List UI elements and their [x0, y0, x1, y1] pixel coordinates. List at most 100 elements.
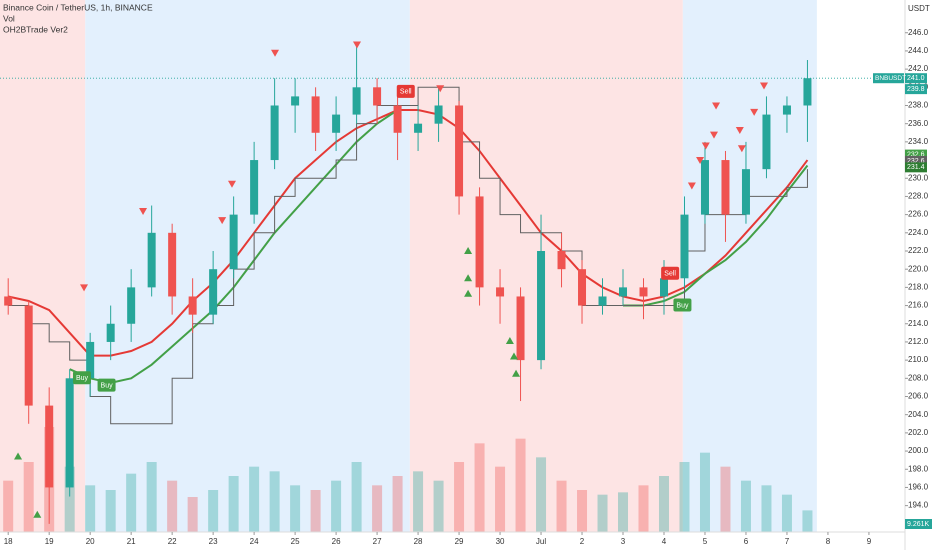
- x-tick-label: 8: [826, 537, 831, 546]
- sell-marker: [687, 182, 696, 190]
- volume-bar: [105, 490, 116, 532]
- candle-body: [250, 160, 259, 215]
- unit-label: USDT: [908, 4, 930, 13]
- x-tick-label: 21: [127, 537, 136, 546]
- volume-bar: [536, 457, 547, 532]
- y-tick-label: 214.0: [908, 319, 929, 328]
- candle-body: [127, 287, 136, 324]
- y-tick-label: 210.0: [908, 355, 929, 364]
- volume-bar: [720, 466, 731, 532]
- volume-bar: [474, 443, 485, 532]
- candle-body: [86, 341, 95, 379]
- buy-marker: [464, 289, 473, 297]
- symbol-tag: BNBUSDT: [875, 75, 906, 82]
- signal-label-box: [673, 298, 692, 312]
- x-tick-label: Jul: [536, 537, 546, 546]
- candle-body: [516, 296, 525, 361]
- buy-marker: [14, 452, 23, 460]
- price-label-box: [905, 149, 927, 160]
- candle-body: [291, 96, 300, 106]
- y-tick-label: 228.0: [908, 192, 929, 201]
- candle-body: [209, 269, 218, 315]
- y-tick-label: 234.0: [908, 137, 929, 146]
- indicator-label: Vol: [3, 13, 15, 23]
- y-tick-label: 236.0: [908, 119, 929, 128]
- x-tick-label: 18: [4, 537, 13, 546]
- candle-body: [434, 105, 443, 124]
- candle-body: [65, 378, 74, 488]
- x-tick-label: 22: [168, 537, 177, 546]
- candle-body: [803, 78, 812, 106]
- volume-bar: [515, 438, 526, 532]
- candle-body: [270, 105, 279, 161]
- volume-bar: [392, 476, 403, 532]
- signal-label-box: [72, 371, 91, 385]
- price-label: 231.4: [907, 164, 925, 171]
- candle-body: [475, 196, 484, 288]
- buy-marker: [512, 369, 521, 377]
- volume-bar: [740, 480, 751, 532]
- volume-bar: [556, 480, 567, 532]
- signal-label: Buy: [101, 382, 114, 389]
- candle-body: [24, 305, 33, 406]
- sell-marker: [737, 145, 746, 153]
- volume-bar: [310, 490, 321, 532]
- candle-body: [639, 287, 648, 297]
- candle-body: [598, 296, 607, 306]
- y-tick-label: 238.0: [908, 101, 929, 110]
- indicator-label: OH2BTrade Ver2: [3, 24, 68, 34]
- sell-marker: [696, 157, 705, 165]
- volume-bar: [228, 476, 239, 532]
- x-tick-label: 23: [209, 537, 218, 546]
- y-tick-label: 212.0: [908, 337, 929, 346]
- candle-body: [229, 214, 238, 270]
- candle-body: [373, 87, 382, 106]
- price-label: 232.6: [907, 158, 925, 165]
- buy-marker: [33, 510, 42, 518]
- sell-marker: [735, 127, 744, 135]
- y-tick-label: 194.0: [908, 501, 929, 510]
- y-tick-label: 246.0: [908, 28, 929, 37]
- volume-bar: [269, 471, 280, 532]
- symbol-tag-box: [873, 73, 904, 84]
- x-tick-label: 4: [662, 537, 667, 546]
- y-tick-label: 222.0: [908, 246, 929, 255]
- price-label-box: [905, 73, 927, 84]
- volume-bar: [618, 492, 629, 532]
- y-tick-label: 198.0: [908, 464, 929, 473]
- candle-body: [414, 123, 423, 133]
- candle-body: [352, 87, 361, 115]
- x-tick-label: 30: [496, 537, 505, 546]
- candle-body: [188, 296, 197, 315]
- volume-bar: [23, 462, 34, 532]
- x-tick-label: 5: [703, 537, 708, 546]
- candle-body: [700, 160, 709, 215]
- price-label-box: [905, 84, 927, 95]
- x-tick-label: 9: [867, 537, 872, 546]
- x-tick-label: 20: [86, 537, 95, 546]
- buy-marker: [464, 274, 473, 282]
- plot: Buy Buy Sell Sell Buy: [0, 0, 905, 532]
- y-tick-label: 196.0: [908, 483, 929, 492]
- y-tick-label: 204.0: [908, 410, 929, 419]
- axis-layer: 194.0 196.0 198.0 200.0 202.0 204.0 206.0 208.0…: [4, 28, 932, 546]
- volume-bar: [433, 480, 444, 532]
- candle-body: [168, 232, 177, 297]
- candle-body: [557, 250, 566, 270]
- volume-bar: [679, 462, 690, 532]
- signal-label: Sell: [400, 89, 412, 96]
- signal-label: Buy: [676, 302, 689, 309]
- y-tick-label: 208.0: [908, 373, 929, 382]
- candle-body: [4, 296, 13, 306]
- volume-bar: [802, 510, 813, 532]
- volume-bar: [3, 480, 14, 532]
- signal-label: Sell: [664, 271, 676, 278]
- y-tick-label: 202.0: [908, 428, 929, 437]
- signal-label-box: [396, 84, 415, 98]
- chart-title: Binance Coin / TetherUS, 1h, BINANCE: [3, 2, 153, 12]
- candle-body: [578, 269, 587, 306]
- volume-bar: [208, 490, 219, 532]
- volume-bar: [126, 473, 137, 532]
- candle-body: [762, 114, 771, 170]
- candle-body: [680, 214, 689, 279]
